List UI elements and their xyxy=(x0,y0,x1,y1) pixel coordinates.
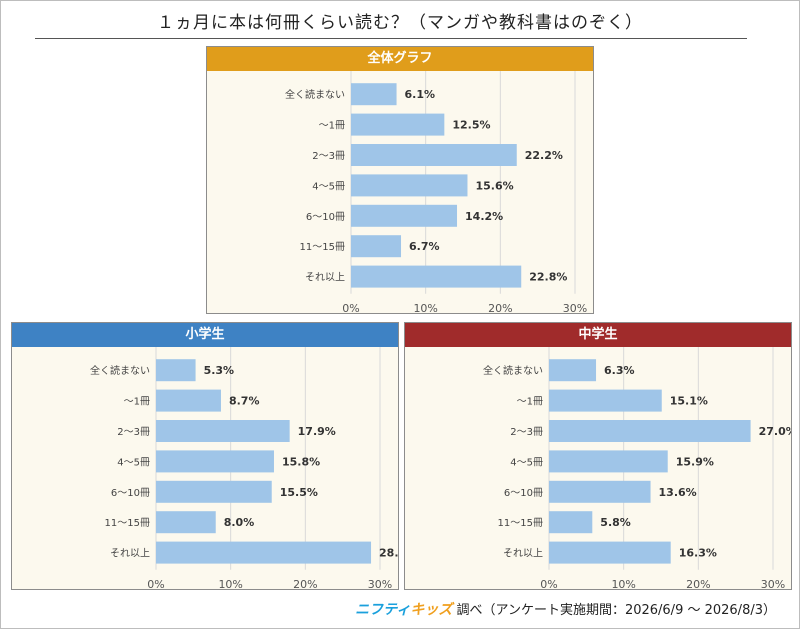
bar xyxy=(156,480,272,503)
data-label: 6.7% xyxy=(409,240,440,253)
category-label: 4～5冊 xyxy=(510,457,543,468)
brand-name-part2: キッズ xyxy=(410,602,453,618)
category-label: 全く読まない xyxy=(483,364,543,377)
bar xyxy=(351,235,402,258)
x-tick-label: 10% xyxy=(218,578,242,589)
bar xyxy=(549,541,671,564)
survey-period: 調べ（アンケート実施期間：2026/6/9 ～ 2026/8/3） xyxy=(456,603,776,618)
category-label: 11～15冊 xyxy=(300,242,345,253)
bar xyxy=(351,174,468,197)
category-label: 4～5冊 xyxy=(117,457,150,468)
data-label: 16.3% xyxy=(679,547,717,560)
chart-elementary: 0% 10% 20% 30% 全く読まない 5.3% ～1冊 8.7% 2～3冊 17.9% 4～5… xyxy=(90,347,398,589)
category-label: それ以上 xyxy=(503,548,543,560)
chart-junior: 0% 10% 20% 30% 全く読まない 6.3% ～1冊 15.1% 2～3冊 27.0% 4～… xyxy=(483,347,791,589)
bar xyxy=(549,480,651,503)
chart-panel-all: 全体グラフ 0% 10% 20% 30% 全く読まない 6.1% ～1冊 12.5% 2～3冊 2… xyxy=(206,46,594,314)
data-label: 6.1% xyxy=(405,88,436,101)
data-label: 5.8% xyxy=(600,516,631,529)
x-tick-label: 20% xyxy=(488,302,512,313)
chart-panel-junior: 中学生 0% 10% 20% 30% 全く読まない 6.3% ～1冊 15.1% 2～3冊 27.… xyxy=(404,322,792,590)
data-label: 22.2% xyxy=(525,149,563,162)
title-underline xyxy=(35,38,747,39)
data-label: 22.8% xyxy=(529,271,567,284)
bar xyxy=(156,389,221,412)
category-label: 11～15冊 xyxy=(498,518,543,529)
bar xyxy=(351,83,397,106)
category-label: 6～10冊 xyxy=(111,488,150,499)
brand-name-part1: ニフティ xyxy=(355,602,411,618)
bar xyxy=(351,113,445,136)
data-label: 8.7% xyxy=(229,395,260,408)
data-label: 6.3% xyxy=(604,364,635,377)
bar xyxy=(549,511,593,534)
chart-header-elementary: 小学生 xyxy=(12,323,398,347)
category-label: 2～3冊 xyxy=(312,151,345,162)
category-label: 6～10冊 xyxy=(504,488,543,499)
bar xyxy=(351,204,458,227)
data-label: 15.8% xyxy=(282,455,320,468)
footer-credit: ニフティキッズ 調べ（アンケート実施期間：2026/6/9 ～ 2026/8/3… xyxy=(355,599,776,619)
bar xyxy=(549,450,668,473)
chart-panel-elementary: 小学生 0% 10% 20% 30% 全く読まない 5.3% ～1冊 8.7% 2～3冊 17.9… xyxy=(11,322,399,590)
chart-header-junior: 中学生 xyxy=(405,323,791,347)
bar xyxy=(351,144,517,166)
data-label: 15.1% xyxy=(670,395,708,408)
bar xyxy=(549,389,662,412)
data-label: 15.6% xyxy=(475,179,513,192)
data-label: 27.0% xyxy=(759,425,791,438)
category-label: それ以上 xyxy=(305,272,345,284)
x-tick-label: 30% xyxy=(368,578,392,589)
bar xyxy=(549,420,751,442)
category-label: 2～3冊 xyxy=(117,427,150,438)
chart-all: 0% 10% 20% 30% 全く読まない 6.1% ～1冊 12.5% 2～3冊 22.2% 4～… xyxy=(285,71,587,313)
bar xyxy=(156,450,274,473)
x-tick-label: 0% xyxy=(540,578,557,589)
category-label: 4～5冊 xyxy=(312,181,345,192)
category-label: ～1冊 xyxy=(517,397,543,408)
bar xyxy=(156,541,372,564)
bar xyxy=(156,359,196,382)
category-label: ～1冊 xyxy=(319,121,345,132)
bar xyxy=(156,511,216,534)
data-label: 5.3% xyxy=(204,364,235,377)
x-tick-label: 30% xyxy=(761,578,785,589)
category-label: 6～10冊 xyxy=(306,212,345,223)
data-label: 28.8% xyxy=(379,547,398,560)
data-label: 15.9% xyxy=(676,455,714,468)
data-label: 8.0% xyxy=(224,516,255,529)
x-tick-label: 10% xyxy=(611,578,635,589)
x-tick-label: 0% xyxy=(147,578,164,589)
x-tick-label: 0% xyxy=(342,302,359,313)
chart-header-all: 全体グラフ xyxy=(207,47,593,71)
category-label: 11～15冊 xyxy=(105,518,150,529)
data-label: 14.2% xyxy=(465,210,503,223)
bar xyxy=(156,420,290,442)
category-label: 2～3冊 xyxy=(510,427,543,438)
bar xyxy=(549,359,597,382)
data-label: 17.9% xyxy=(298,425,336,438)
data-label: 13.6% xyxy=(659,486,697,499)
x-tick-label: 10% xyxy=(413,302,437,313)
data-label: 15.5% xyxy=(280,486,318,499)
x-tick-label: 30% xyxy=(563,302,587,313)
category-label: それ以上 xyxy=(110,548,150,560)
page-title: １ヵ月に本は何冊くらい読む？（マンガや教科書はのぞく） xyxy=(157,13,643,33)
x-tick-label: 20% xyxy=(293,578,317,589)
category-label: 全く読まない xyxy=(285,88,345,101)
data-label: 12.5% xyxy=(452,119,490,132)
category-label: ～1冊 xyxy=(124,397,150,408)
x-tick-label: 20% xyxy=(686,578,710,589)
category-label: 全く読まない xyxy=(90,364,150,377)
bar xyxy=(351,265,522,288)
